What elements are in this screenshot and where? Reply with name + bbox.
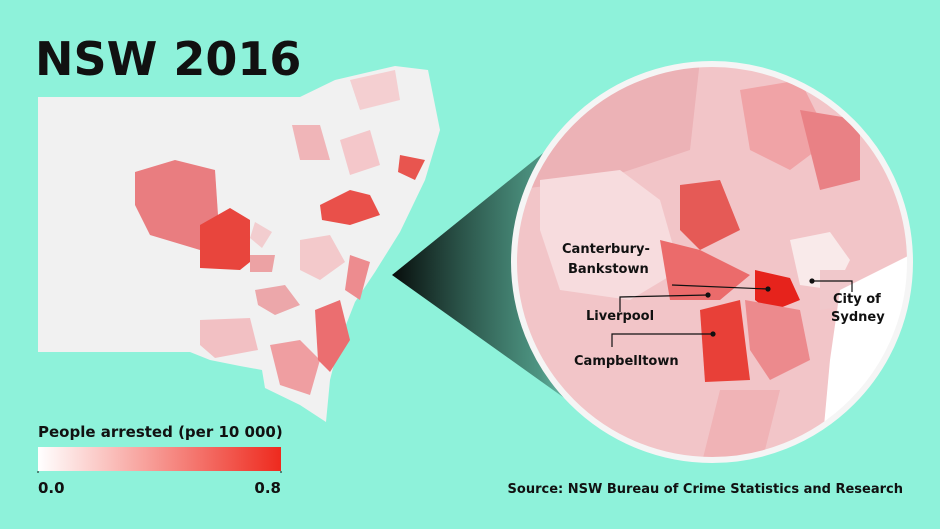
leaders bbox=[611, 278, 853, 347]
legend-ticks: 0.0 0.8 bbox=[37, 471, 282, 497]
legend-tick-label: 0.8 bbox=[254, 479, 281, 497]
legend-bar bbox=[38, 447, 281, 471]
source: Source: NSW Bureau of Crime Statistics a… bbox=[508, 482, 903, 497]
title: NSW 2016 bbox=[35, 32, 301, 86]
legend-title: People arrested (per 10 000) bbox=[38, 423, 283, 441]
callout-label: City of bbox=[833, 292, 881, 307]
zoom-border bbox=[511, 61, 913, 463]
callout-label: Campbelltown bbox=[574, 354, 679, 369]
callout-label: Canterbury- bbox=[562, 242, 650, 257]
legend-tick-label: 0.0 bbox=[38, 479, 65, 497]
callout-label: Liverpool bbox=[586, 309, 654, 324]
callout-label: Bankstown bbox=[568, 262, 649, 277]
nsw-map bbox=[38, 66, 440, 422]
callout-label: Sydney bbox=[831, 310, 885, 325]
sydney-zoom bbox=[515, 65, 909, 459]
